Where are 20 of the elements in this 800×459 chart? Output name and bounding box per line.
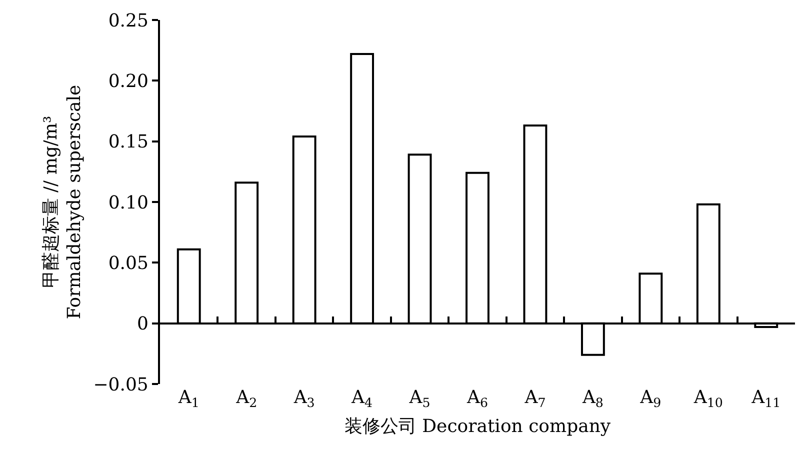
x-tick-label: A$_{6}$ (466, 387, 488, 410)
x-tick-label: A$_{8}$ (581, 387, 604, 410)
x-tick-label: A$_{2}$ (235, 387, 258, 410)
y-tick-label: 0.15 (108, 132, 148, 153)
x-tick-label: A$_{1}$ (177, 387, 200, 410)
y-tick-label: 0 (136, 314, 148, 335)
y-tick-label: −0.05 (93, 374, 148, 396)
x-tick-label: A$_{5}$ (408, 387, 430, 410)
y-tick-label: 0.05 (108, 252, 148, 274)
x-tick-label: A$_{10}$ (692, 387, 723, 410)
x-tick-label: A$_{9}$ (639, 387, 662, 410)
x-tick-label: A$_{7}$ (524, 387, 546, 410)
y-axis-title: 甲醛超标量 // mg/m³ Formaldehyde superscale (40, 84, 85, 320)
y-tick-label: 0.25 (108, 10, 148, 32)
x-tick-label: A$_{3}$ (292, 387, 315, 410)
y-tick-label: 0.20 (108, 70, 148, 92)
x-tick-label: A$_{4}$ (350, 387, 373, 410)
x-axis-title: 装修公司 Decoration company (344, 416, 612, 437)
x-tick-label: A$_{11}$ (750, 387, 781, 410)
y-tick-label: 0.10 (108, 192, 148, 214)
